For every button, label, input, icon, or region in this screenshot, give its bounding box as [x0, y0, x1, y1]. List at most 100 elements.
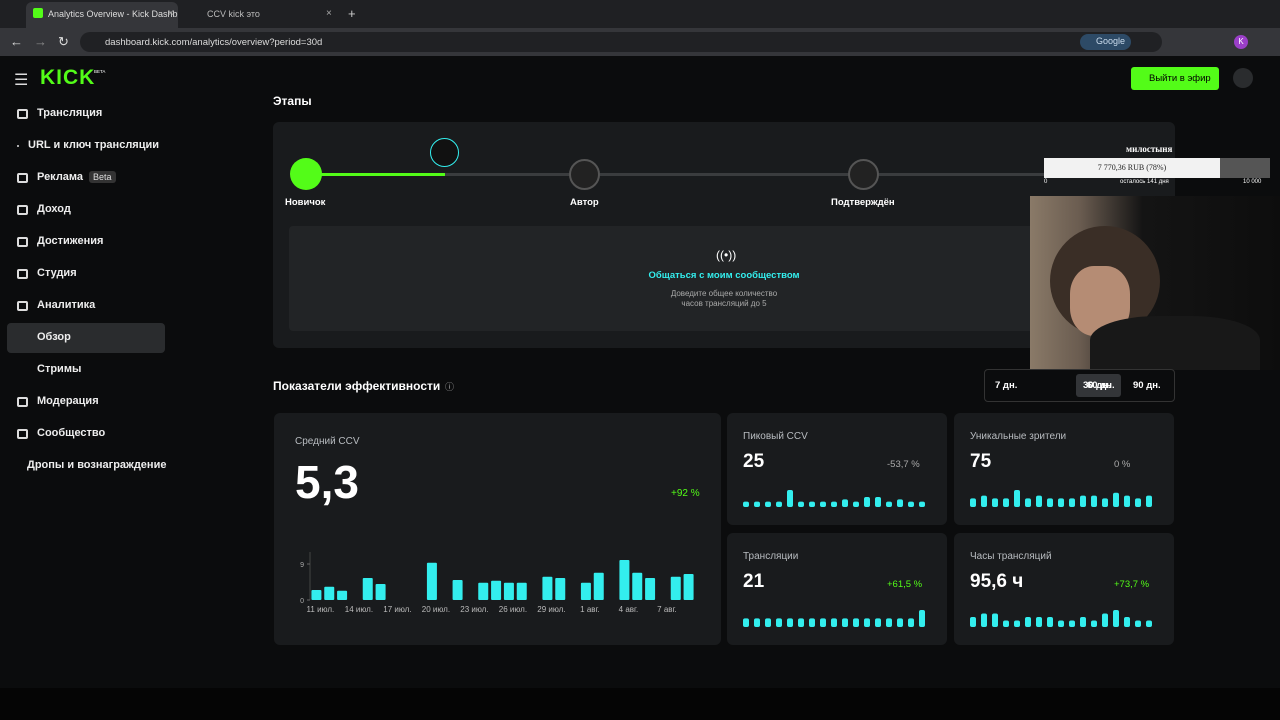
spark-bar [776, 501, 782, 507]
nav-item[interactable]: Достижения [37, 235, 104, 247]
forward[interactable]: → [34, 34, 47, 49]
task-text: Доведите общее количество [670, 289, 778, 298]
nav-item[interactable]: Реклама [37, 171, 84, 183]
menu[interactable]: ☰ [14, 72, 29, 89]
bar [426, 562, 437, 600]
spark-bar [875, 497, 881, 507]
go-live-button[interactable]: Выйти в эфир [1131, 67, 1219, 90]
bar [555, 578, 566, 600]
new-tab[interactable]: + [348, 6, 356, 21]
address-bar[interactable] [80, 32, 1162, 52]
back[interactable]: ← [10, 34, 23, 49]
spark-bar [787, 490, 793, 507]
info-icon[interactable]: ⓘ [445, 382, 455, 392]
spark-bar [1135, 498, 1141, 507]
spark-bar [809, 618, 815, 627]
nav-icon [17, 269, 28, 279]
spark-bar [875, 618, 881, 627]
metric-label: Уникальные зрители [970, 431, 1067, 442]
tab-close[interactable]: × [168, 8, 174, 19]
webcam [1030, 196, 1280, 370]
avatar[interactable] [1233, 68, 1253, 88]
x-tick-label: 29 июл. [537, 605, 565, 614]
spark-bar [1102, 498, 1108, 507]
spark-bar [992, 613, 998, 627]
nav-item[interactable]: Сообщество [37, 427, 106, 439]
spark-bar [1113, 492, 1119, 507]
step-label: Подтверждён [831, 197, 895, 208]
nav-item[interactable]: Модерация [37, 395, 99, 407]
x-tick-label: 7 авг. [657, 605, 677, 614]
nav-item[interactable]: Дропы и вознаграждение [27, 459, 167, 471]
metric-label: Средний CCV [295, 436, 360, 447]
bar [632, 572, 643, 600]
task-text: часов трансляций до 5 [681, 299, 767, 308]
donation-min: 0 [1044, 179, 1048, 185]
x-tick-label: 20 июл. [422, 605, 450, 614]
sparkline [743, 610, 925, 627]
nav-item[interactable]: Студия [37, 267, 77, 279]
spark-bar [908, 618, 914, 627]
nav-item[interactable]: Аналитика [37, 299, 96, 311]
spark-bar [765, 618, 771, 627]
spark-bar [1058, 620, 1064, 627]
nav-dot [17, 145, 19, 147]
metric-change: +61,5 % [887, 579, 923, 590]
nav-icon [17, 205, 28, 215]
spark-bar [1036, 495, 1042, 507]
spark-bar [798, 501, 804, 507]
logo[interactable]: KICK [40, 66, 96, 89]
step-icon [290, 158, 322, 190]
spark-bar [864, 497, 870, 507]
progress-marker [430, 138, 459, 167]
period-button[interactable]: 7 дн. [995, 380, 1018, 391]
nav-item[interactable]: Стримы [37, 363, 82, 375]
spark-bar [992, 498, 998, 507]
nav-item[interactable]: Трансляция [37, 107, 103, 119]
tab-title[interactable]: CCV kick это [207, 9, 260, 19]
spark-bar [886, 501, 892, 507]
search-chip[interactable]: Google [1080, 34, 1132, 50]
bar [516, 582, 527, 600]
spark-bar [970, 617, 976, 627]
task-icon: ((•)) [716, 248, 737, 262]
spark-bar [1036, 617, 1042, 627]
active-tab[interactable] [26, 2, 178, 28]
spark-bar [1146, 495, 1152, 507]
nav-item[interactable]: URL и ключ трансляции [28, 139, 160, 151]
donation-max: 10 000 [1243, 179, 1262, 185]
metric-value: 5,3 [295, 456, 359, 508]
spark-bar [1047, 617, 1053, 627]
period-button[interactable]: 30 дн. [1083, 380, 1111, 391]
nav-icon [17, 173, 28, 183]
bar [593, 572, 604, 600]
reload[interactable]: ↻ [58, 34, 69, 49]
progress-fill [305, 173, 445, 176]
step-label: Новичок [285, 197, 326, 208]
nav-item[interactable]: Доход [37, 203, 71, 215]
spark-bar [798, 618, 804, 627]
section-title: Показатели эффективности [273, 379, 441, 393]
spark-bar [831, 501, 837, 507]
nav-icon [17, 397, 28, 407]
profile[interactable]: K [1234, 35, 1248, 49]
bar [324, 586, 335, 600]
nav-item[interactable]: Обзор [37, 331, 71, 343]
nav-icon [17, 301, 28, 311]
period-button[interactable]: 60 дн. [1087, 380, 1115, 391]
spark-bar [1025, 498, 1031, 507]
spark-bar [787, 618, 793, 627]
tab-close[interactable]: × [326, 8, 332, 19]
y-tick-label: 0 [300, 598, 304, 605]
bar [683, 574, 694, 600]
spark-bar [743, 501, 749, 507]
x-tick-label: 26 июл. [499, 605, 527, 614]
spark-bar [743, 618, 749, 627]
period-button[interactable]: 90 дн. [1133, 380, 1161, 391]
spark-bar [1091, 620, 1097, 627]
donation-title: милостыня [1126, 144, 1173, 154]
period-active [1076, 374, 1121, 397]
spark-bar [1124, 617, 1130, 627]
spark-bar [919, 501, 925, 507]
bar [362, 578, 373, 600]
